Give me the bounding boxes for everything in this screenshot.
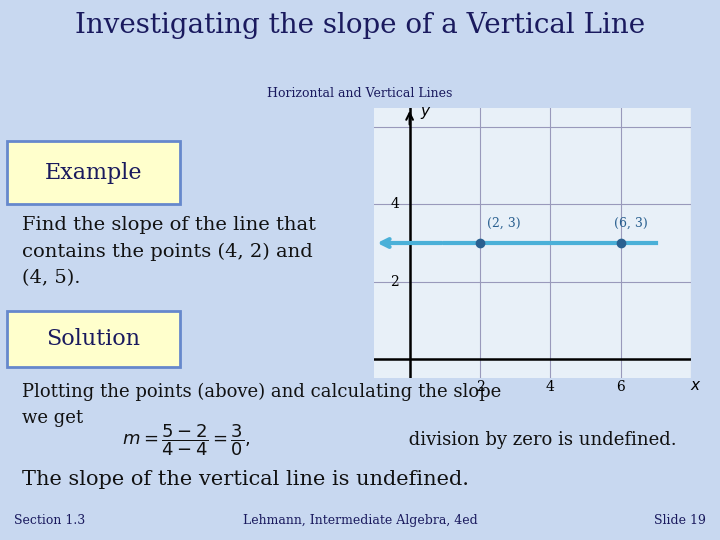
- Text: x: x: [690, 378, 699, 393]
- Text: Plotting the points (above) and calculating the slope
we get: Plotting the points (above) and calculat…: [22, 382, 501, 427]
- FancyBboxPatch shape: [7, 311, 180, 367]
- Text: (6, 3): (6, 3): [613, 217, 647, 230]
- Text: Solution: Solution: [47, 328, 140, 350]
- Text: (2, 3): (2, 3): [487, 217, 521, 230]
- Text: 2: 2: [390, 274, 399, 288]
- Text: Horizontal and Vertical Lines: Horizontal and Vertical Lines: [267, 86, 453, 100]
- Text: Section 1.3: Section 1.3: [14, 514, 86, 527]
- Text: Example: Example: [45, 161, 143, 184]
- FancyBboxPatch shape: [7, 141, 180, 204]
- Text: Investigating the slope of a Vertical Line: Investigating the slope of a Vertical Li…: [75, 11, 645, 38]
- Text: y: y: [420, 104, 429, 119]
- Text: 4: 4: [390, 198, 399, 212]
- Text: Find the slope of the line that
contains the points (4, 2) and
(4, 5).: Find the slope of the line that contains…: [22, 216, 315, 287]
- Text: Lehmann, Intermediate Algebra, 4ed: Lehmann, Intermediate Algebra, 4ed: [243, 514, 477, 527]
- Text: The slope of the vertical line is undefined.: The slope of the vertical line is undefi…: [22, 470, 469, 489]
- Text: $m = \dfrac{5-2}{4-4} = \dfrac{3}{0},$: $m = \dfrac{5-2}{4-4} = \dfrac{3}{0},$: [122, 422, 251, 457]
- Text: 6: 6: [616, 380, 625, 394]
- Text: 4: 4: [546, 380, 555, 394]
- Text: Slide 19: Slide 19: [654, 514, 706, 527]
- Text: division by zero is undefined.: division by zero is undefined.: [403, 431, 677, 449]
- Text: 2: 2: [476, 380, 485, 394]
